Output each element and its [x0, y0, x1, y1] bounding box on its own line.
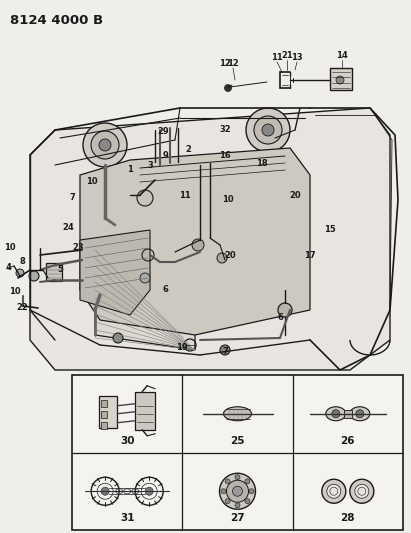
Text: 6: 6	[277, 313, 283, 322]
Circle shape	[145, 487, 153, 495]
Text: 10: 10	[222, 196, 234, 205]
Bar	[330, 68, 352, 90]
Text: 11: 11	[179, 190, 191, 199]
Circle shape	[235, 475, 240, 480]
Circle shape	[235, 503, 240, 508]
Circle shape	[99, 139, 111, 151]
Text: 8124 4000 B: 8124 4000 B	[10, 14, 103, 27]
Circle shape	[224, 85, 231, 92]
Circle shape	[246, 108, 290, 152]
Polygon shape	[80, 148, 310, 335]
Text: 7: 7	[222, 348, 228, 357]
Circle shape	[262, 124, 274, 136]
Circle shape	[350, 479, 374, 503]
Text: 12: 12	[227, 60, 239, 69]
Circle shape	[91, 131, 119, 159]
Circle shape	[225, 499, 230, 504]
Text: 20: 20	[289, 190, 301, 199]
Text: 12: 12	[219, 59, 231, 68]
Polygon shape	[30, 108, 390, 370]
Circle shape	[356, 410, 364, 418]
Text: 29: 29	[157, 127, 169, 136]
Text: 11: 11	[271, 53, 283, 62]
Bar	[101, 422, 107, 429]
Circle shape	[355, 484, 369, 498]
Circle shape	[245, 479, 250, 484]
Bar	[135, 392, 155, 430]
Polygon shape	[80, 230, 150, 315]
Circle shape	[101, 487, 109, 495]
Text: 21: 21	[281, 52, 293, 61]
Circle shape	[220, 345, 230, 355]
Text: 7: 7	[69, 193, 75, 203]
Bar	[101, 411, 107, 418]
Circle shape	[336, 76, 344, 84]
Circle shape	[327, 484, 341, 498]
Circle shape	[332, 410, 340, 418]
Circle shape	[225, 479, 230, 484]
Text: 27: 27	[230, 513, 245, 523]
Text: 4: 4	[5, 262, 11, 271]
Circle shape	[245, 499, 250, 504]
Text: 10: 10	[9, 287, 21, 296]
Text: 24: 24	[62, 223, 74, 232]
Circle shape	[192, 239, 204, 251]
Text: 2: 2	[185, 146, 191, 155]
Text: 18: 18	[256, 158, 268, 167]
Circle shape	[322, 479, 346, 503]
Circle shape	[16, 269, 24, 277]
Circle shape	[217, 253, 227, 263]
Text: 15: 15	[324, 225, 336, 235]
Text: 10: 10	[86, 177, 98, 187]
Circle shape	[278, 303, 292, 317]
Bar	[344, 410, 352, 418]
Text: 17: 17	[304, 251, 316, 260]
Text: 5: 5	[57, 265, 63, 274]
Text: 23: 23	[72, 244, 84, 253]
Circle shape	[29, 271, 39, 281]
Circle shape	[83, 123, 127, 167]
Text: 30: 30	[120, 435, 134, 446]
Text: 31: 31	[120, 513, 134, 523]
Ellipse shape	[326, 407, 346, 421]
Circle shape	[113, 333, 123, 343]
Text: 25: 25	[230, 435, 245, 446]
Text: 1: 1	[127, 166, 133, 174]
Circle shape	[221, 489, 226, 494]
Text: 28: 28	[341, 513, 355, 523]
Bar	[72, 375, 403, 530]
Text: 32: 32	[219, 125, 231, 134]
Text: 20: 20	[224, 251, 236, 260]
Text: 8: 8	[19, 257, 25, 266]
Circle shape	[254, 116, 282, 144]
Circle shape	[233, 486, 242, 496]
Polygon shape	[95, 245, 195, 350]
Text: 26: 26	[341, 435, 355, 446]
Text: 13: 13	[291, 53, 303, 62]
Circle shape	[249, 489, 254, 494]
Circle shape	[137, 190, 153, 206]
Bar	[101, 400, 107, 407]
Text: 14: 14	[336, 52, 348, 61]
Circle shape	[219, 473, 256, 509]
Bar	[46, 263, 62, 281]
Text: 22: 22	[16, 303, 28, 312]
Bar	[99, 395, 117, 428]
Text: 19: 19	[176, 343, 188, 352]
Text: 10: 10	[4, 244, 16, 253]
Circle shape	[140, 273, 150, 283]
Ellipse shape	[224, 407, 252, 421]
Ellipse shape	[350, 407, 370, 421]
Text: 16: 16	[219, 150, 231, 159]
Text: 3: 3	[147, 160, 153, 169]
Circle shape	[226, 480, 249, 502]
Text: 9: 9	[162, 150, 168, 159]
Text: 6: 6	[162, 286, 168, 295]
